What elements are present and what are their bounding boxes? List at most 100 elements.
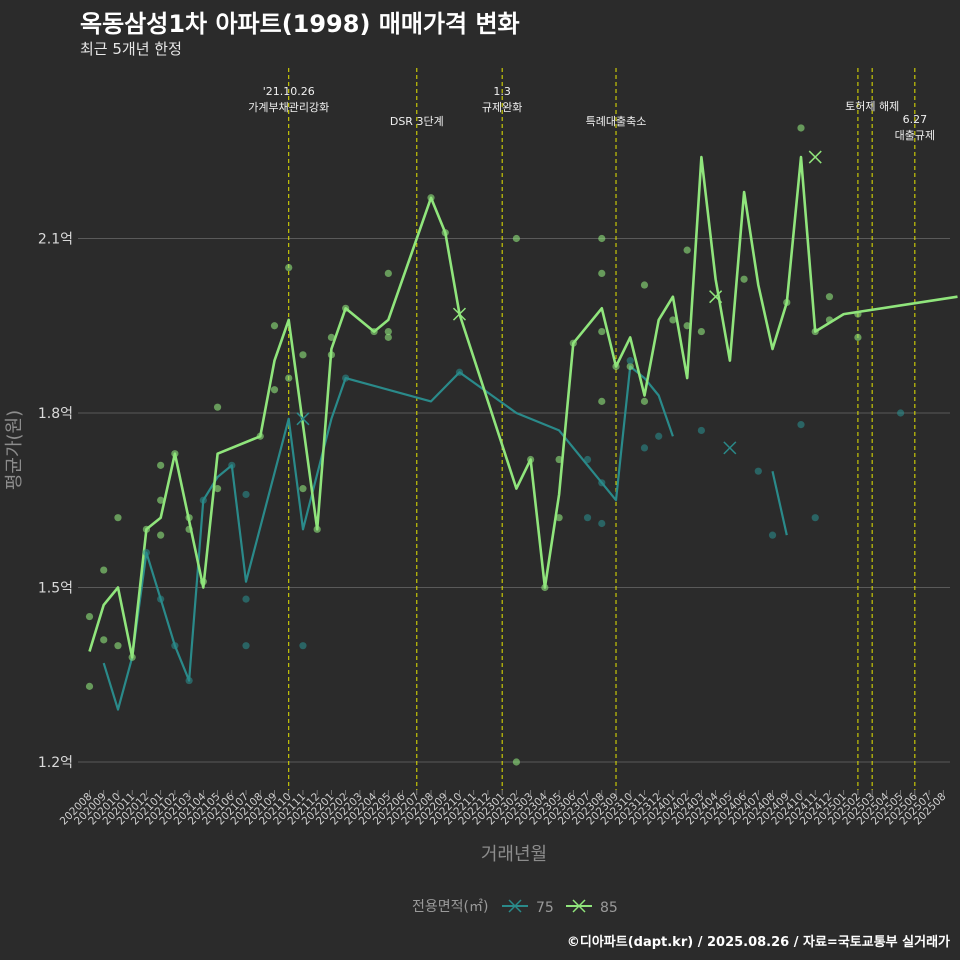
data-point: [555, 514, 563, 522]
data-point: [270, 322, 279, 330]
data-point: [598, 479, 606, 487]
data-point: [242, 642, 250, 650]
data-point: [512, 758, 521, 766]
data-point: [640, 444, 649, 452]
data-point: [697, 327, 705, 336]
legend-item-75: 75: [502, 899, 554, 916]
data-point: [626, 357, 634, 365]
data-point: [655, 432, 663, 440]
data-point: [640, 397, 649, 405]
data-point: [199, 496, 207, 504]
data-point: [228, 461, 236, 469]
data-point: [171, 450, 179, 458]
x-marker: [709, 290, 723, 304]
data-point: [897, 409, 905, 417]
data-point: [783, 298, 791, 307]
scatter-points: [85, 124, 905, 766]
data-point: [811, 514, 819, 522]
data-point: [825, 316, 834, 324]
data-point: [270, 386, 279, 394]
data-point: [797, 124, 805, 132]
data-point: [455, 368, 464, 376]
event-label: 토허제 해제: [845, 99, 899, 113]
data-point: [242, 595, 250, 603]
data-point: [370, 327, 378, 336]
data-point: [100, 566, 108, 574]
data-point: [569, 339, 577, 347]
data-point: [299, 642, 307, 650]
event-label: 1.3: [493, 85, 511, 98]
x-marker: [452, 307, 467, 321]
data-point: [384, 269, 392, 277]
data-point: [612, 362, 620, 371]
chart-subtitle: 최근 5개년 한정: [80, 40, 182, 58]
data-point: [157, 595, 165, 603]
data-point: [213, 403, 222, 411]
data-point: [555, 455, 563, 464]
data-point: [285, 374, 293, 382]
data-point: [669, 316, 677, 324]
data-point: [754, 467, 762, 475]
data-point: [242, 490, 250, 499]
data-point: [114, 514, 122, 522]
data-point: [85, 612, 94, 621]
data-point: [299, 485, 307, 493]
x-marker: [296, 412, 310, 426]
data-point: [384, 333, 392, 341]
data-point: [100, 636, 108, 644]
data-point: [598, 519, 606, 528]
event-label: 특례대출축소: [586, 115, 647, 128]
y-axis-title: 평균가(원): [4, 410, 25, 490]
data-point: [527, 455, 535, 464]
data-point: [114, 642, 122, 650]
event-label: 규제완화: [482, 101, 522, 114]
data-point: [854, 333, 862, 341]
data-point: [697, 426, 705, 435]
data-point: [768, 531, 777, 539]
event-label: DSR 3단계: [390, 115, 444, 128]
y-tick-label: 1.2억: [38, 755, 73, 771]
data-point: [384, 327, 392, 336]
data-point: [854, 310, 862, 318]
data-point: [512, 234, 521, 243]
data-point: [285, 263, 293, 272]
data-point: [583, 514, 592, 522]
data-point: [299, 351, 307, 359]
series-lines: [88, 155, 958, 711]
data-point: [327, 351, 336, 359]
data-point: [825, 293, 834, 301]
event-label: '21.10.26: [263, 85, 315, 98]
data-point: [740, 275, 748, 283]
grid-lines: [78, 237, 950, 763]
chart-title: 옥동삼성1차 아파트(1998) 매매가격 변화: [80, 10, 520, 38]
data-point: [640, 281, 649, 289]
series-line-75: [102, 365, 674, 711]
data-point: [626, 362, 634, 371]
data-point: [256, 432, 264, 440]
data-point: [598, 269, 606, 277]
data-point: [157, 531, 165, 539]
legend-label: 85: [600, 900, 618, 916]
data-point: [213, 485, 222, 493]
y-tick-labels: 1.2억 1.5억 1.8억 2.1억: [38, 231, 73, 771]
data-point: [811, 327, 819, 336]
data-point: [683, 246, 691, 254]
data-point: [171, 642, 179, 650]
data-point: [185, 525, 193, 533]
data-point: [541, 583, 549, 592]
x-tick-labels: 2020082020092020102020112020122021012021…: [58, 790, 948, 827]
source-caption: ©디아파트(dapt.kr) / 2025.08.26 / 자료=국토교통부 실…: [566, 935, 950, 950]
data-point: [683, 322, 691, 330]
data-point: [157, 496, 165, 504]
data-point: [185, 514, 193, 522]
x-marker: [808, 150, 822, 164]
event-label: 대출규제: [895, 129, 935, 142]
y-tick-label: 2.1억: [38, 231, 73, 247]
data-point: [427, 194, 435, 202]
legend-item-85: 85: [566, 899, 618, 916]
data-point: [598, 327, 606, 336]
series-line-75: [771, 470, 788, 536]
data-point: [85, 682, 94, 690]
